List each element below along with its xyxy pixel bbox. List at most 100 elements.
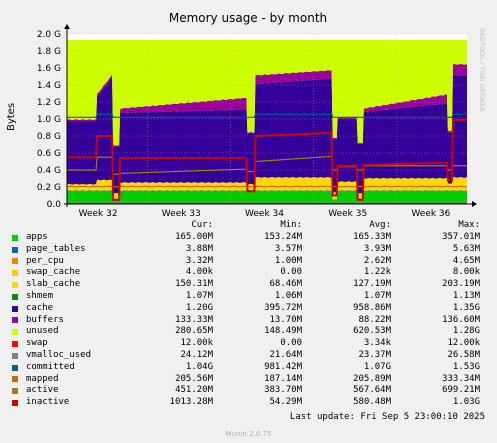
legend-max-value: 699.21M	[442, 385, 480, 396]
legend-row-buffers: buffers 133.33M 13.70M 88.22M 136.60M	[12, 315, 488, 327]
legend-max-value: 8.00k	[452, 267, 480, 278]
legend-avg-value: 88.22M	[358, 314, 391, 325]
legend-header-cur: Cur:	[191, 220, 213, 231]
legend-series-name: unused	[26, 326, 59, 337]
legend-min-value: 148.49M	[264, 326, 302, 337]
legend-swatch	[12, 317, 18, 324]
legend-swatch	[12, 270, 18, 277]
legend-max-value: 136.60M	[442, 314, 480, 325]
legend-swatch	[12, 341, 18, 348]
legend-avg-value: 127.19M	[353, 279, 391, 290]
legend-max-value: 1.53G	[452, 361, 480, 372]
legend-swatch	[12, 352, 18, 359]
legend-max-value: 1.13M	[452, 290, 480, 301]
legend-swatch	[12, 329, 18, 336]
area-cache	[67, 75, 467, 194]
y-tick-label: 2.0 G	[37, 30, 61, 40]
legend-avg-value: 3.93M	[363, 243, 391, 254]
x-axis-arrow	[472, 201, 477, 207]
last-update-text: Last update: Fri Sep 5 23:00:10 2025	[289, 412, 485, 422]
legend-header-avg: Avg:	[369, 220, 391, 231]
area-apps	[67, 190, 467, 204]
legend-row-committed: committed 1.04G 981.42M 1.07G 1.53G	[12, 362, 488, 374]
legend-max-value: 333.34M	[442, 373, 480, 384]
legend-max-value: 1.35G	[452, 302, 480, 313]
legend-avg-value: 958.86M	[353, 302, 391, 313]
legend-max-value: 5.63M	[452, 243, 480, 254]
legend-cur-value: 280.65M	[175, 326, 213, 337]
legend-row-active: active 451.20M 383.70M 567.64M 699.21M	[12, 385, 488, 397]
legend-cur-value: 165.00M	[175, 232, 213, 242]
area-slab_cache	[67, 177, 467, 200]
legend-cur-value: 3.32M	[185, 255, 213, 266]
rrdtool-watermark: RRDTOOL / TOBI OETIKER	[478, 28, 486, 112]
y-tick-label: 1.4 G	[37, 81, 61, 91]
legend-max-value: 4.65M	[452, 255, 480, 266]
legend-series-name: vmalloc_used	[26, 349, 92, 360]
stacked-areas	[67, 39, 467, 204]
legend-max-value: 203.19M	[442, 279, 480, 290]
legend-swatch	[12, 400, 18, 407]
legend-max-value: 26.58M	[447, 349, 480, 360]
legend-swatch	[12, 282, 18, 289]
x-tick-labels: Week 32 Week 33 Week 34 Week 35 Week 36	[79, 209, 451, 219]
legend-series-name: cache	[26, 302, 54, 313]
y-tick-label: 0.2 G	[37, 183, 61, 193]
legend-header-max: Max:	[458, 220, 480, 231]
legend-avg-value: 1.07M	[363, 290, 391, 301]
legend-row-inactive: inactive 1013.28M 54.29M 580.48M 1.03G	[12, 397, 488, 409]
y-tick-label: 0.0	[47, 200, 62, 210]
legend-avg-value: 165.33M	[353, 232, 391, 242]
legend-min-value: 153.24M	[264, 232, 302, 242]
legend-min-value: 981.42M	[264, 361, 302, 372]
legend-swatch	[12, 364, 18, 371]
legend-series-name: inactive	[26, 397, 70, 408]
legend-avg-value: 620.53M	[353, 326, 391, 337]
legend-avg-value: 23.37M	[358, 349, 391, 360]
legend-min-value: 1.06M	[274, 290, 302, 301]
legend-cur-value: 205.56M	[175, 373, 213, 384]
line-active	[67, 155, 467, 175]
munin-version: Munin 2.0.75	[225, 430, 272, 438]
legend-max-value: 12.00k	[447, 338, 480, 349]
legend-series-name: page_tables	[26, 243, 86, 254]
legend-row-vmalloc_used: vmalloc_used 24.12M 21.64M 23.37M 26.58M	[12, 350, 488, 362]
legend-row-cache: cache 1.20G 395.72M 958.86M 1.35G	[12, 303, 488, 315]
legend-min-value: 0.00	[280, 267, 302, 278]
legend-series-name: slab_cache	[26, 279, 81, 290]
legend-series-name: swap_cache	[26, 267, 81, 278]
legend-series-name: buffers	[26, 314, 64, 325]
legend-row-unused: unused 280.65M 148.49M 620.53M 1.28G	[12, 326, 488, 338]
legend-header: Cur: Min: Avg: Max:	[12, 220, 488, 232]
legend-min-value: 54.29M	[269, 397, 302, 408]
legend-rows: apps 165.00M 153.24M 165.33M 357.01M page_tab…	[12, 232, 488, 409]
legend-avg-value: 1.22k	[363, 267, 391, 278]
legend-max-value: 1.28G	[452, 326, 480, 337]
line-committed	[67, 112, 468, 118]
line-inactive	[67, 118, 467, 201]
legend-swatch	[12, 234, 18, 241]
legend-row-per_cpu: per_cpu 3.32M 1.00M 2.62M 4.65M	[12, 256, 488, 268]
legend-cur-value: 1.07M	[185, 290, 213, 301]
legend-row-swap: swap 12.00k 0.00 3.34k 12.00k	[12, 338, 488, 350]
legend-row-page_tables: page_tables 3.88M 3.57M 3.93M 5.63M	[12, 244, 488, 256]
x-tick-label: Week 32	[79, 209, 118, 219]
line-mapped	[66, 185, 468, 188]
legend-avg-value: 1.07G	[363, 361, 391, 372]
y-tick-label: 1.0 G	[37, 115, 61, 125]
legend-min-value: 3.57M	[274, 243, 302, 254]
legend-min-value: 187.14M	[264, 373, 302, 384]
legend-swatch	[12, 293, 18, 300]
legend-row-slab_cache: slab_cache 150.31M 68.46M 127.19M 203.19M	[12, 279, 488, 291]
legend-min-value: 0.00	[280, 338, 302, 349]
y-axis-label: Bytes	[6, 103, 17, 131]
y-tick-label: 0.4 G	[37, 166, 61, 176]
legend-min-value: 21.64M	[269, 349, 302, 360]
legend-swatch	[12, 376, 18, 383]
y-tick-label: 1.8 G	[37, 47, 61, 57]
legend-avg-value: 205.89M	[353, 373, 391, 384]
legend-series-name: mapped	[26, 373, 59, 384]
legend-series-name: committed	[26, 361, 75, 372]
chart-title: Memory usage - by month	[169, 11, 327, 25]
